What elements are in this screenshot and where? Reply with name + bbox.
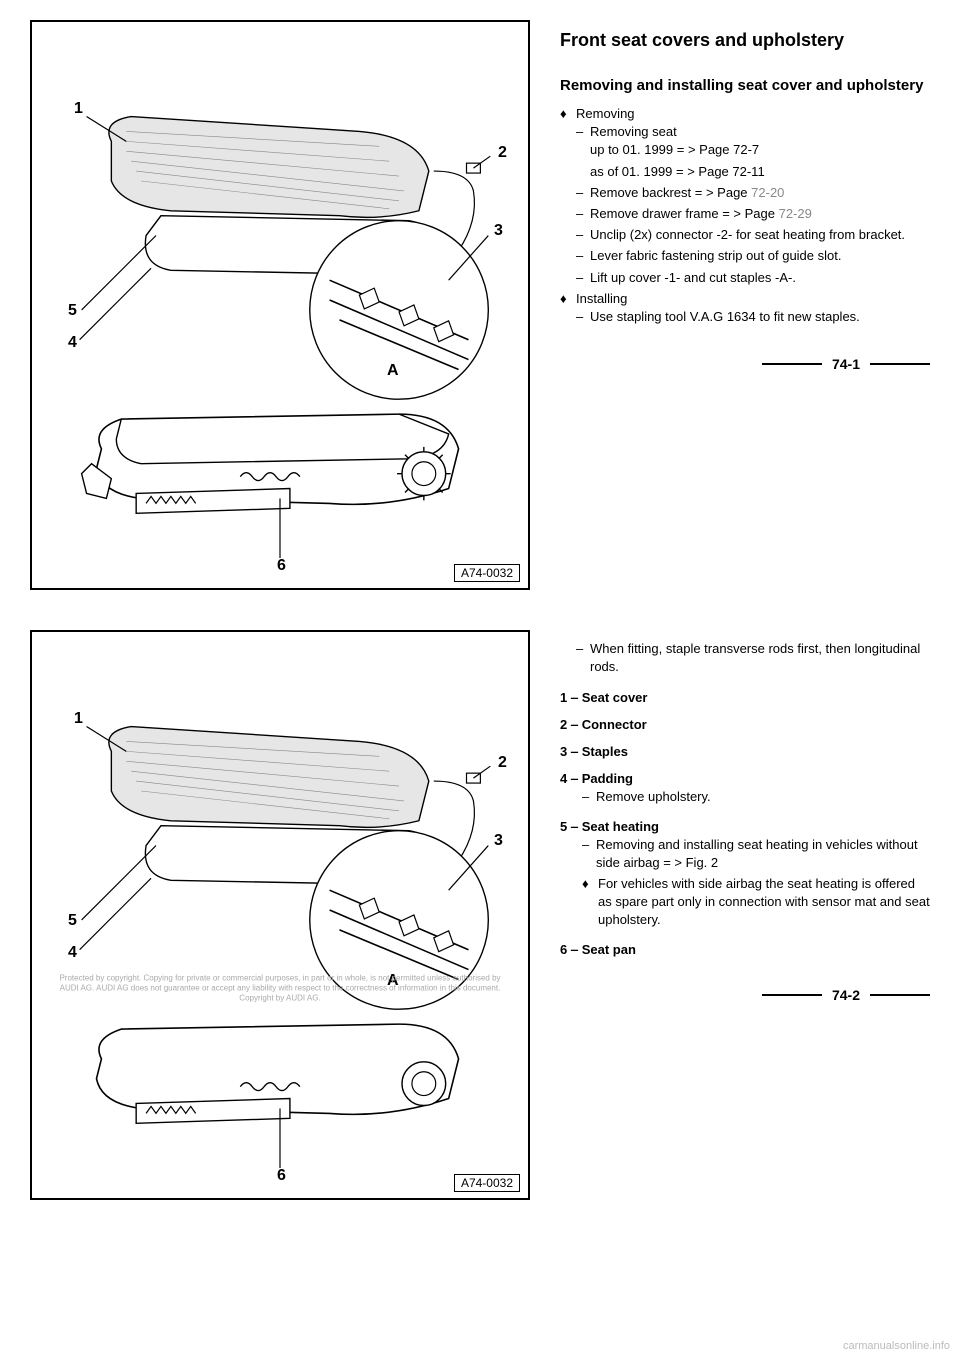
callout-5: 5 (68, 302, 77, 320)
page-number-bar-1: 74-1 (560, 356, 930, 372)
callout-2b: 2 (498, 754, 507, 772)
callout-3b: 3 (494, 832, 503, 850)
subtitle: Removing and installing seat cover and u… (560, 76, 930, 96)
installing-group: Installing Use stapling tool V.A.G 1634 … (560, 290, 930, 326)
page-number-bar-2: 74-2 (560, 987, 930, 1003)
removing-seat-item: Removing seat up to 01. 1999 = > Page 72… (576, 123, 930, 181)
page-1: 1 2 3 4 5 6 A A74-0032 Front seat covers… (30, 20, 930, 590)
figure-column-2: 1 2 3 4 5 6 A A74-0032 Protected by copy… (30, 630, 530, 1200)
page-number-2: 74-2 (832, 987, 860, 1003)
remove-backrest-item: Remove backrest = > Page 72-20 (576, 184, 930, 202)
callout-Ab: A (387, 972, 399, 990)
rule-right-2 (870, 994, 930, 996)
lift-item: Lift up cover -1- and cut staples -A-. (576, 269, 930, 287)
part-6: 6 ‒ Seat pan (560, 942, 930, 957)
part-5: 5 ‒ Seat heating Removing and installing… (560, 819, 930, 930)
page-2: 1 2 3 4 5 6 A A74-0032 Protected by copy… (30, 630, 930, 1200)
removing-label: Removing (576, 106, 635, 121)
removing-seat-label: Removing seat (590, 124, 677, 139)
part-5-sub: Removing and installing seat heating in … (582, 836, 930, 872)
main-title: Front seat covers and upholstery (560, 30, 930, 52)
part-3: 3 ‒ Staples (560, 744, 930, 759)
text-column-2: When fitting, staple transverse rods fir… (560, 630, 930, 1200)
installing-label: Installing (576, 291, 627, 306)
callout-3: 3 (494, 222, 503, 240)
callout-5b: 5 (68, 912, 77, 930)
source-watermark: carmanualsonline.info (843, 1340, 950, 1352)
rule-left-2 (762, 994, 822, 996)
lever-item: Lever fabric fastening strip out of guid… (576, 247, 930, 265)
rule-left (762, 363, 822, 365)
removing-seat-a: up to 01. 1999 = > Page 72-7 (590, 141, 930, 159)
callout-1b: 1 (74, 710, 83, 728)
callout-6: 6 (277, 557, 286, 575)
rule-right (870, 363, 930, 365)
part-1: 1 ‒ Seat cover (560, 690, 930, 705)
part-2: 2 ‒ Connector (560, 717, 930, 732)
text-column-1: Front seat covers and upholstery Removin… (560, 20, 930, 590)
part-5-bullet: For vehicles with side airbag the seat h… (582, 875, 930, 930)
stapling-item: Use stapling tool V.A.G 1634 to fit new … (576, 308, 930, 326)
continue-note: When fitting, staple transverse rods fir… (576, 640, 930, 676)
diagram-2: 1 2 3 4 5 6 A A74-0032 Protected by copy… (30, 630, 530, 1200)
parts-list: 1 ‒ Seat cover 2 ‒ Connector 3 ‒ Staples… (560, 690, 930, 956)
figure-id-1: A74-0032 (454, 564, 520, 582)
callout-A: A (387, 362, 399, 380)
callout-4b: 4 (68, 944, 77, 962)
diagram-1: 1 2 3 4 5 6 A A74-0032 (30, 20, 530, 590)
removing-group: Removing Removing seat up to 01. 1999 = … (560, 105, 930, 287)
figure-id-2: A74-0032 (454, 1174, 520, 1192)
callout-6b: 6 (277, 1167, 286, 1185)
removing-seat-b: as of 01. 1999 = > Page 72-11 (590, 163, 930, 181)
xref-7220[interactable]: 72-20 (751, 185, 784, 200)
page-number-1: 74-1 (832, 356, 860, 372)
unclip-item: Unclip (2x) connector -2- for seat heati… (576, 226, 930, 244)
seat-diagram-svg (32, 22, 528, 588)
callout-1: 1 (74, 100, 83, 118)
callout-4: 4 (68, 334, 77, 352)
xref-7229[interactable]: 72-29 (779, 206, 812, 221)
part-4: 4 ‒ Padding Remove upholstery. (560, 771, 930, 806)
part-4-sub: Remove upholstery. (582, 788, 930, 806)
seat-diagram-svg-2 (32, 632, 528, 1198)
remove-drawer-item: Remove drawer frame = > Page 72-29 (576, 205, 930, 223)
callout-2: 2 (498, 144, 507, 162)
figure-column-1: 1 2 3 4 5 6 A A74-0032 (30, 20, 530, 590)
